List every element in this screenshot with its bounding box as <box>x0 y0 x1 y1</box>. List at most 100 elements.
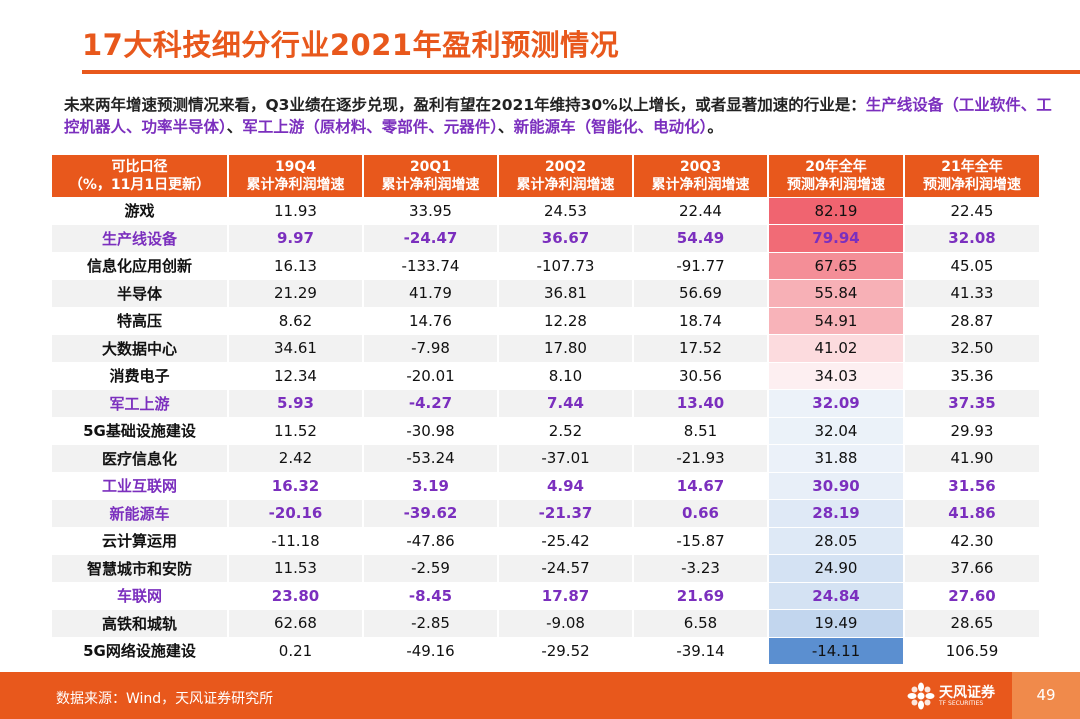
value-20q2: 17.87 <box>498 582 634 610</box>
value-21fy-forecast: 106.59 <box>904 637 1041 665</box>
value-21fy-forecast: 28.87 <box>904 307 1041 335</box>
table-row: 半导体 21.29 41.79 36.81 56.69 55.84 41.33 <box>52 279 1041 308</box>
value-20q2: 12.28 <box>498 307 634 335</box>
value-19q4: 5.93 <box>228 389 364 418</box>
value-20fy-forecast: 32.09 <box>768 389 905 418</box>
value-20q2: 17.80 <box>498 334 634 363</box>
value-20q3: 56.69 <box>633 279 769 308</box>
industry-name: 信息化应用创新 <box>52 252 229 280</box>
value-21fy-forecast: 37.66 <box>904 554 1041 583</box>
value-20q3: 30.56 <box>633 362 769 390</box>
profit-forecast-table: 可比口径 （%，11月1日更新） 19Q4 累计净利润增速 20Q1 累计净利润增速 … <box>52 155 1041 665</box>
value-20fy-forecast: 28.05 <box>768 527 905 555</box>
table-row: 云计算运用 -11.18 -47.86 -25.42 -15.87 28.05 42.30 <box>52 527 1041 555</box>
value-20q3: 8.51 <box>633 417 769 445</box>
value-19q4: 8.62 <box>228 307 364 335</box>
value-21fy-forecast: 41.86 <box>904 499 1041 528</box>
industry-name: 工业互联网 <box>52 472 229 500</box>
intro-highlight-production-equipment: 生产线设备（工业软件、工控机器人、功率半导体） <box>64 96 1052 136</box>
value-19q4: 9.97 <box>228 224 364 253</box>
table-row: 生产线设备 9.97 -24.47 36.67 54.49 79.94 32.08 <box>52 224 1041 253</box>
value-19q4: 11.52 <box>228 417 364 445</box>
title-underline <box>82 70 1080 74</box>
value-20fy-forecast: -14.11 <box>768 637 905 665</box>
col-header-20q2: 20Q2 累计净利润增速 <box>498 155 634 198</box>
industry-name: 游戏 <box>52 197 229 225</box>
footer-bar: 数据来源：Wind，天风证券研究所 天风证券 TF SECURITIES 49 <box>0 672 1080 719</box>
value-20q1: -47.86 <box>363 527 499 555</box>
table-row: 军工上游 5.93 -4.27 7.44 13.40 32.09 37.35 <box>52 389 1041 418</box>
value-21fy-forecast: 32.50 <box>904 334 1041 363</box>
value-20q3: 54.49 <box>633 224 769 253</box>
value-20q1: -20.01 <box>363 362 499 390</box>
industry-name: 5G网络设施建设 <box>52 637 229 665</box>
value-20q1: 41.79 <box>363 279 499 308</box>
table-row: 新能源车 -20.16 -39.62 -21.37 0.66 28.19 41.86 <box>52 499 1041 528</box>
value-20q2: 2.52 <box>498 417 634 445</box>
value-20q3: 14.67 <box>633 472 769 500</box>
value-20q2: 7.44 <box>498 389 634 418</box>
value-20q3: -15.87 <box>633 527 769 555</box>
intro-text-3: 、 <box>498 118 514 136</box>
value-20q1: -2.85 <box>363 609 499 638</box>
page-number-box: 49 <box>1012 672 1080 719</box>
col-header-20fy: 20年全年 预测净利润增速 <box>768 155 905 198</box>
value-20fy-forecast: 55.84 <box>768 279 905 308</box>
value-20q3: 21.69 <box>633 582 769 610</box>
industry-name: 高铁和城轨 <box>52 609 229 638</box>
table-row: 智慧城市和安防 11.53 -2.59 -24.57 -3.23 24.90 37.66 <box>52 554 1041 583</box>
col-header-20q1: 20Q1 累计净利润增速 <box>363 155 499 198</box>
value-20q2: -9.08 <box>498 609 634 638</box>
industry-name: 生产线设备 <box>52 224 229 253</box>
value-20fy-forecast: 32.04 <box>768 417 905 445</box>
industry-name: 新能源车 <box>52 499 229 528</box>
value-19q4: 0.21 <box>228 637 364 665</box>
value-20q3: -91.77 <box>633 252 769 280</box>
value-20q1: -24.47 <box>363 224 499 253</box>
value-21fy-forecast: 29.93 <box>904 417 1041 445</box>
page-title: 17大科技细分行业2021年盈利预测情况 <box>82 28 620 62</box>
value-19q4: 11.93 <box>228 197 364 225</box>
industry-name: 特高压 <box>52 307 229 335</box>
value-21fy-forecast: 22.45 <box>904 197 1041 225</box>
table-row: 5G基础设施建设 11.52 -30.98 2.52 8.51 32.04 29.93 <box>52 417 1041 445</box>
flower-logo-icon <box>907 682 935 710</box>
value-20q1: -7.98 <box>363 334 499 363</box>
intro-paragraph: 未来两年增速预测情况来看，Q3业绩在逐步兑现，盈利有望在2021年维持30%以上… <box>64 94 1064 138</box>
value-20fy-forecast: 34.03 <box>768 362 905 390</box>
value-20q2: -21.37 <box>498 499 634 528</box>
value-19q4: 12.34 <box>228 362 364 390</box>
industry-name: 军工上游 <box>52 389 229 418</box>
value-20fy-forecast: 41.02 <box>768 334 905 363</box>
value-20fy-forecast: 82.19 <box>768 197 905 225</box>
value-20q2: -24.57 <box>498 554 634 583</box>
value-20q3: 17.52 <box>633 334 769 363</box>
logo-text-cn: 天风证券 <box>939 685 995 701</box>
table-row: 车联网 23.80 -8.45 17.87 21.69 24.84 27.60 <box>52 582 1041 610</box>
value-20q1: 3.19 <box>363 472 499 500</box>
intro-text-1: 未来两年增速预测情况来看，Q3业绩在逐步兑现，盈利有望在2021年维持30%以上… <box>64 96 866 114</box>
intro-highlight-new-energy-vehicle: 新能源车（智能化、电动化） <box>513 118 708 136</box>
value-20q3: -39.14 <box>633 637 769 665</box>
value-20fy-forecast: 31.88 <box>768 444 905 473</box>
logo-text-en: TF SECURITIES <box>939 700 984 707</box>
intro-text-2: 、 <box>226 118 243 136</box>
value-20q1: 14.76 <box>363 307 499 335</box>
table-row: 工业互联网 16.32 3.19 4.94 14.67 30.90 31.56 <box>52 472 1041 500</box>
value-20q2: 36.67 <box>498 224 634 253</box>
value-20q2: -29.52 <box>498 637 634 665</box>
value-20q1: -30.98 <box>363 417 499 445</box>
value-20q1: -39.62 <box>363 499 499 528</box>
industry-name: 半导体 <box>52 279 229 308</box>
table-row: 大数据中心 34.61 -7.98 17.80 17.52 41.02 32.50 <box>52 334 1041 363</box>
value-20q1: -2.59 <box>363 554 499 583</box>
value-21fy-forecast: 32.08 <box>904 224 1041 253</box>
value-20q3: 13.40 <box>633 389 769 418</box>
industry-name: 消费电子 <box>52 362 229 390</box>
page-number: 49 <box>1036 686 1056 704</box>
tf-securities-logo: 天风证券 TF SECURITIES <box>907 678 1007 714</box>
intro-highlight-military-upstream: 军工上游（原材料、零部件、元器件） <box>242 118 499 136</box>
table-row: 消费电子 12.34 -20.01 8.10 30.56 34.03 35.36 <box>52 362 1041 390</box>
industry-name: 医疗信息化 <box>52 444 229 473</box>
industry-name: 车联网 <box>52 582 229 610</box>
